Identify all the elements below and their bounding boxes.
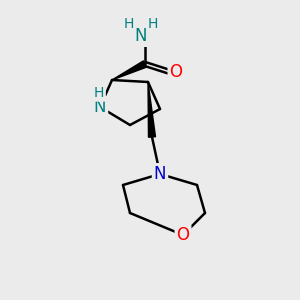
Text: H: H — [94, 86, 104, 100]
Polygon shape — [148, 82, 155, 137]
Text: O: O — [169, 63, 182, 81]
Text: H: H — [148, 17, 158, 31]
Text: H: H — [124, 17, 134, 31]
Text: N: N — [154, 165, 166, 183]
Text: N: N — [135, 27, 147, 45]
Polygon shape — [112, 61, 146, 80]
Text: O: O — [176, 226, 190, 244]
Text: N: N — [94, 98, 106, 116]
